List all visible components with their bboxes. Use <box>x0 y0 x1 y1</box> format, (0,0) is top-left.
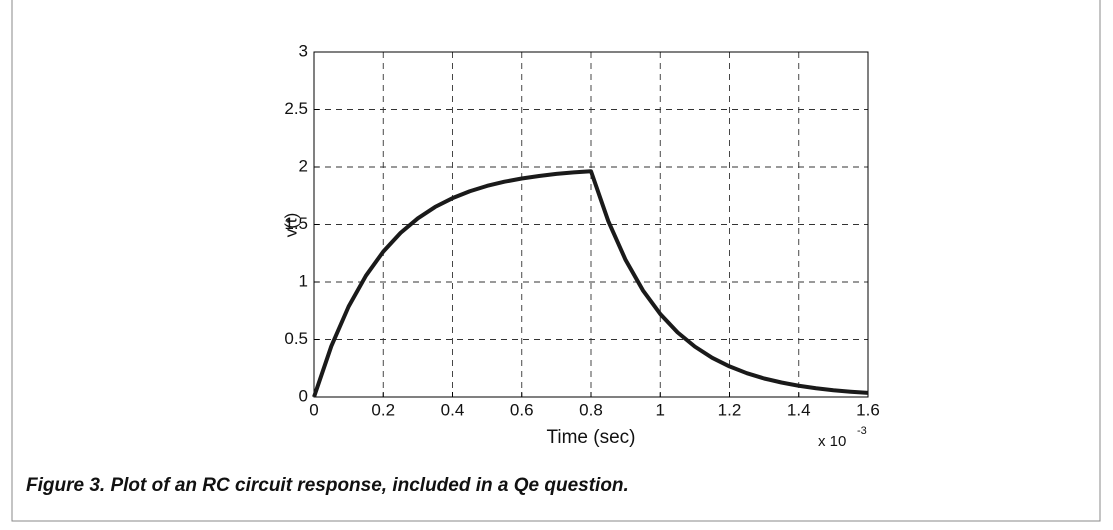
y-tick-label: 1.5 <box>284 214 308 233</box>
x-tick-label: 0.8 <box>579 400 603 419</box>
data-line <box>312 169 869 398</box>
plot-frame <box>313 51 869 398</box>
x-axis-label: Time (sec) <box>546 427 635 448</box>
x-tick-label: 0.4 <box>441 400 465 419</box>
x-tick-label: 0 <box>309 400 318 419</box>
caption: Figure 3. Plot of an RC circuit response… <box>26 475 629 496</box>
x-multiplier-exponent: -3 <box>857 425 867 437</box>
y-tick-label: 2 <box>299 156 308 175</box>
y-tick-label: 0 <box>299 386 308 405</box>
y-tick-label: 3 <box>299 41 308 60</box>
y-tick-label: 1 <box>299 271 308 290</box>
x-tick-label: 0.6 <box>510 400 534 419</box>
y-axis-label: v(t) <box>281 213 300 238</box>
x-tick-label: 1.6 <box>856 400 880 419</box>
x-tick-label: 1.2 <box>718 400 742 419</box>
y-tick-label: 0.5 <box>284 329 308 348</box>
x-tick-label: 1.4 <box>787 400 811 419</box>
x-tick-label: 0.2 <box>371 400 395 419</box>
figure-border <box>11 0 1101 522</box>
x-multiplier: x 10 <box>818 433 846 450</box>
y-tick-label: 2.5 <box>284 99 308 118</box>
x-tick-label: 1 <box>656 400 665 419</box>
